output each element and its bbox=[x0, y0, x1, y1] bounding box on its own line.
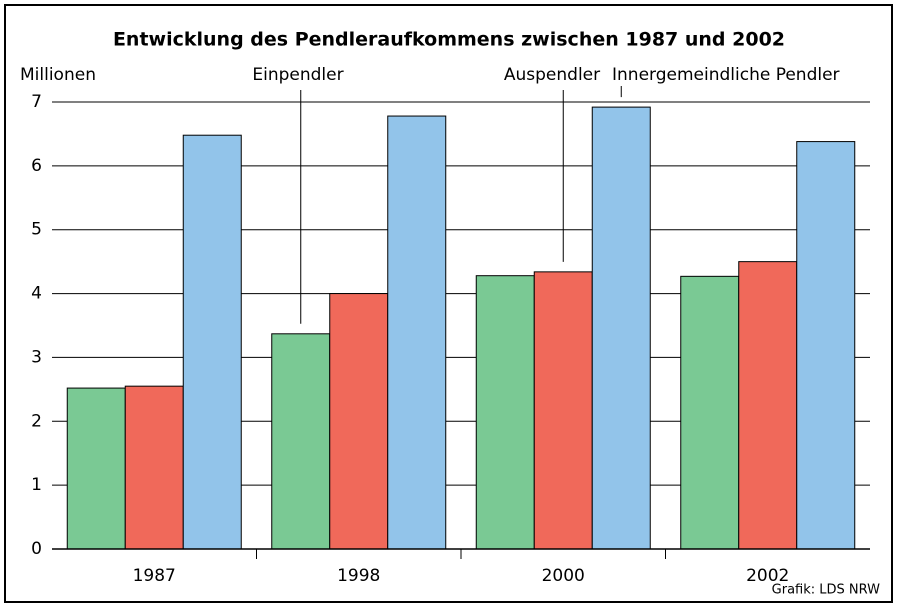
bar bbox=[66, 387, 126, 550]
chart-title: Entwicklung des Pendleraufkommens zwisch… bbox=[113, 29, 785, 51]
y-tick-label: 7 bbox=[31, 92, 42, 112]
y-tick-label: 0 bbox=[31, 539, 42, 559]
bar bbox=[591, 106, 651, 550]
x-tick-label: 2000 bbox=[542, 566, 585, 586]
bar bbox=[182, 134, 242, 550]
y-tick-label: 5 bbox=[31, 220, 42, 240]
y-tick-label: 1 bbox=[31, 475, 42, 495]
x-tick-label: 1987 bbox=[133, 566, 176, 586]
x-tick-label: 1998 bbox=[337, 566, 380, 586]
bar bbox=[271, 333, 331, 550]
bar bbox=[124, 385, 184, 550]
y-tick-label: 3 bbox=[31, 347, 42, 367]
x-tick-label: 2002 bbox=[746, 566, 789, 586]
y-tick-label: 2 bbox=[31, 411, 42, 431]
y-axis-label: Millionen bbox=[20, 65, 96, 85]
y-tick-label: 6 bbox=[31, 156, 42, 176]
bar bbox=[680, 275, 740, 550]
legend-label: Innergemeindliche Pendler bbox=[612, 65, 840, 85]
legend-label: Auspendler bbox=[504, 65, 600, 85]
bar bbox=[329, 293, 389, 550]
bar bbox=[387, 115, 447, 550]
bar bbox=[738, 261, 798, 550]
source: Grafik: LDS NRW bbox=[772, 583, 880, 598]
bar bbox=[796, 141, 856, 550]
bar bbox=[475, 275, 535, 550]
y-tick-label: 4 bbox=[31, 284, 42, 304]
legend-label: Einpendler bbox=[252, 65, 343, 85]
bar bbox=[533, 271, 593, 550]
